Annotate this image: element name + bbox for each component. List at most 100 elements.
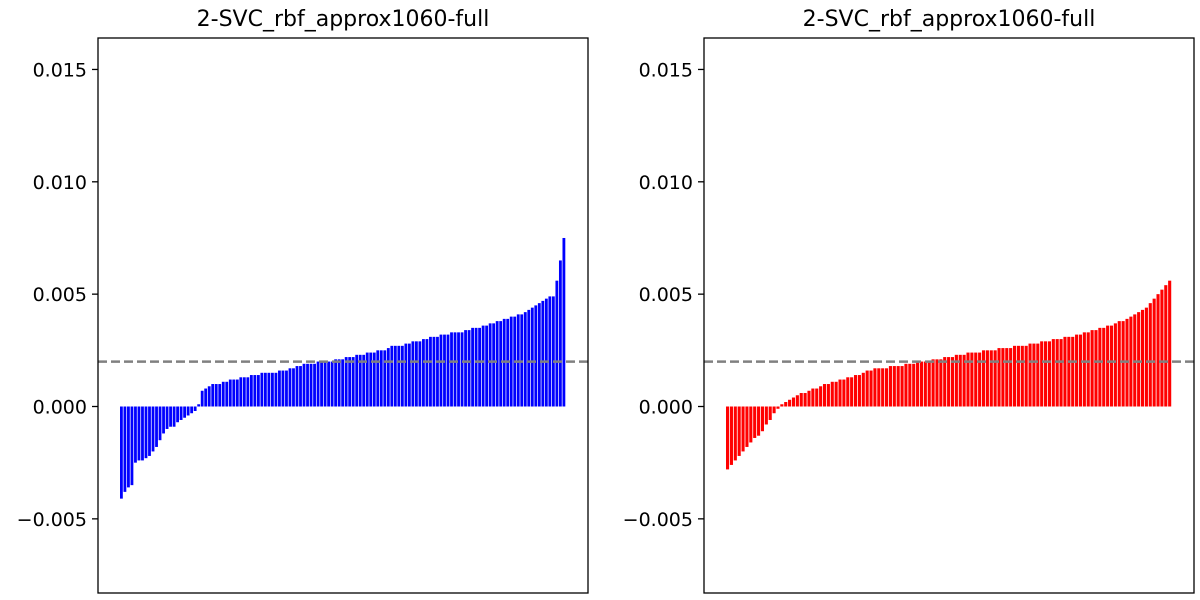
bar	[457, 332, 460, 407]
bar	[726, 406, 730, 470]
bar	[904, 363, 908, 407]
bar	[320, 361, 323, 407]
bar	[323, 361, 327, 407]
bar	[954, 354, 958, 407]
bar	[155, 406, 158, 447]
bar	[784, 402, 788, 407]
bar	[753, 406, 757, 438]
bar	[379, 350, 383, 407]
y-tick-label: 0.005	[639, 284, 693, 306]
bar	[900, 366, 904, 407]
bar	[764, 406, 768, 425]
bar	[830, 381, 834, 407]
bar	[397, 345, 401, 407]
bar	[1082, 332, 1086, 407]
bar	[1152, 298, 1156, 407]
bar	[327, 361, 331, 407]
bar	[815, 388, 819, 407]
bar	[950, 357, 955, 407]
bar	[1129, 316, 1133, 407]
bar	[228, 379, 232, 407]
bar	[1137, 312, 1141, 407]
bar	[978, 352, 982, 407]
axes-frame	[97, 37, 589, 594]
bar	[148, 406, 151, 456]
bar	[158, 406, 162, 441]
bar	[225, 381, 229, 407]
bar	[151, 406, 155, 452]
bar	[330, 361, 334, 407]
bar	[846, 377, 850, 407]
bar	[1144, 307, 1148, 407]
bar	[834, 381, 838, 407]
bar	[1024, 345, 1028, 407]
bar	[1016, 345, 1020, 407]
bar	[865, 370, 869, 407]
bar	[966, 352, 970, 407]
bar	[467, 330, 471, 407]
bar	[993, 350, 997, 407]
bar	[1102, 327, 1106, 407]
bar	[1001, 348, 1005, 407]
bar	[838, 379, 842, 407]
bar	[1028, 343, 1032, 407]
y-tick-label: 0.015	[639, 59, 693, 81]
bar	[162, 406, 165, 434]
bar	[393, 345, 397, 407]
bar	[123, 406, 127, 492]
bar	[562, 237, 566, 407]
axes-frame	[703, 37, 1195, 594]
bar	[271, 372, 274, 407]
bar	[1164, 285, 1168, 407]
bar	[523, 312, 527, 407]
bar	[186, 406, 190, 416]
bar	[548, 296, 552, 407]
bar	[1086, 332, 1090, 407]
bar	[1140, 309, 1145, 407]
bar	[1148, 303, 1152, 407]
bar	[425, 339, 429, 407]
bar	[811, 388, 815, 407]
bar	[850, 377, 854, 407]
bar	[488, 323, 492, 407]
right-bar-panel: 2-SVC_rbf_approx1060-full −0.005 0.000 0.00…	[623, 7, 1195, 594]
bar	[383, 350, 387, 407]
bar	[127, 406, 130, 488]
bar-series	[120, 237, 566, 499]
bar	[544, 298, 548, 407]
bar	[534, 305, 538, 407]
y-tick-label: −0.005	[623, 509, 693, 531]
bar	[299, 366, 302, 407]
bar	[997, 348, 1001, 407]
bar	[826, 384, 830, 407]
bar	[1032, 343, 1036, 407]
bar	[211, 384, 215, 407]
bar	[436, 336, 439, 407]
bar	[974, 352, 978, 407]
bar	[888, 366, 892, 407]
bar	[1055, 339, 1059, 407]
bar	[232, 379, 236, 407]
bar	[464, 330, 467, 407]
bar	[869, 370, 873, 407]
bar	[776, 406, 780, 409]
bar	[390, 345, 394, 407]
bar	[278, 370, 281, 407]
bar	[530, 307, 534, 407]
bar	[313, 363, 316, 407]
bar	[197, 404, 201, 407]
bar	[478, 327, 482, 407]
bar	[1040, 341, 1044, 407]
bar	[481, 325, 485, 407]
y-tick-label: 0.000	[639, 397, 693, 419]
bar	[912, 363, 916, 407]
bar	[306, 363, 309, 407]
bar	[1009, 348, 1013, 407]
bar	[474, 327, 478, 407]
bar	[768, 406, 772, 420]
bar	[1094, 330, 1098, 407]
bar	[348, 357, 352, 407]
bar	[1005, 348, 1009, 407]
bar	[239, 377, 243, 407]
